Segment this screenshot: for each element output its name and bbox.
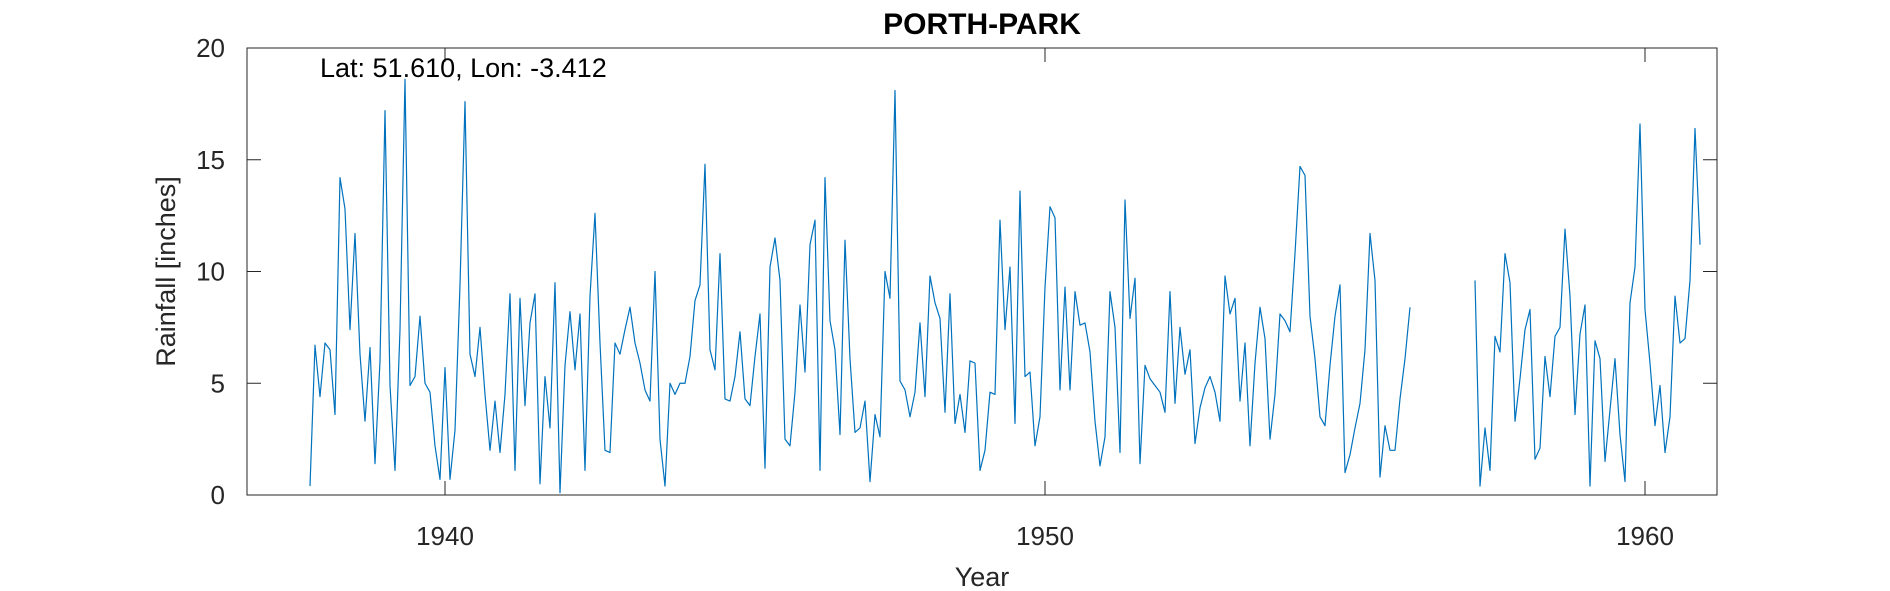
y-tick-label-0: 0 (211, 480, 225, 510)
x-tick-label-1950: 1950 (1016, 521, 1074, 551)
rainfall-series-line-1 (309, 78, 1411, 494)
y-axis-label: Rainfall [inches] (151, 176, 181, 367)
y-tick-label-15: 15 (196, 145, 225, 175)
x-tick-label-1940: 1940 (416, 521, 474, 551)
plot-area: 0 5 10 15 20 1940 1950 1960 (196, 33, 1718, 551)
x-tick-label-1960: 1960 (1616, 521, 1674, 551)
y-tick-label-20: 20 (196, 33, 225, 63)
chart-title: PORTH-PARK (883, 8, 1081, 41)
y-tick-label-5: 5 (211, 368, 225, 398)
x-axis-label: Year (955, 562, 1010, 591)
y-tick-label-10: 10 (196, 257, 225, 287)
location-annotation: Lat: 51.610, Lon: -3.412 (320, 53, 607, 83)
rainfall-series-line-2 (1474, 123, 1701, 487)
